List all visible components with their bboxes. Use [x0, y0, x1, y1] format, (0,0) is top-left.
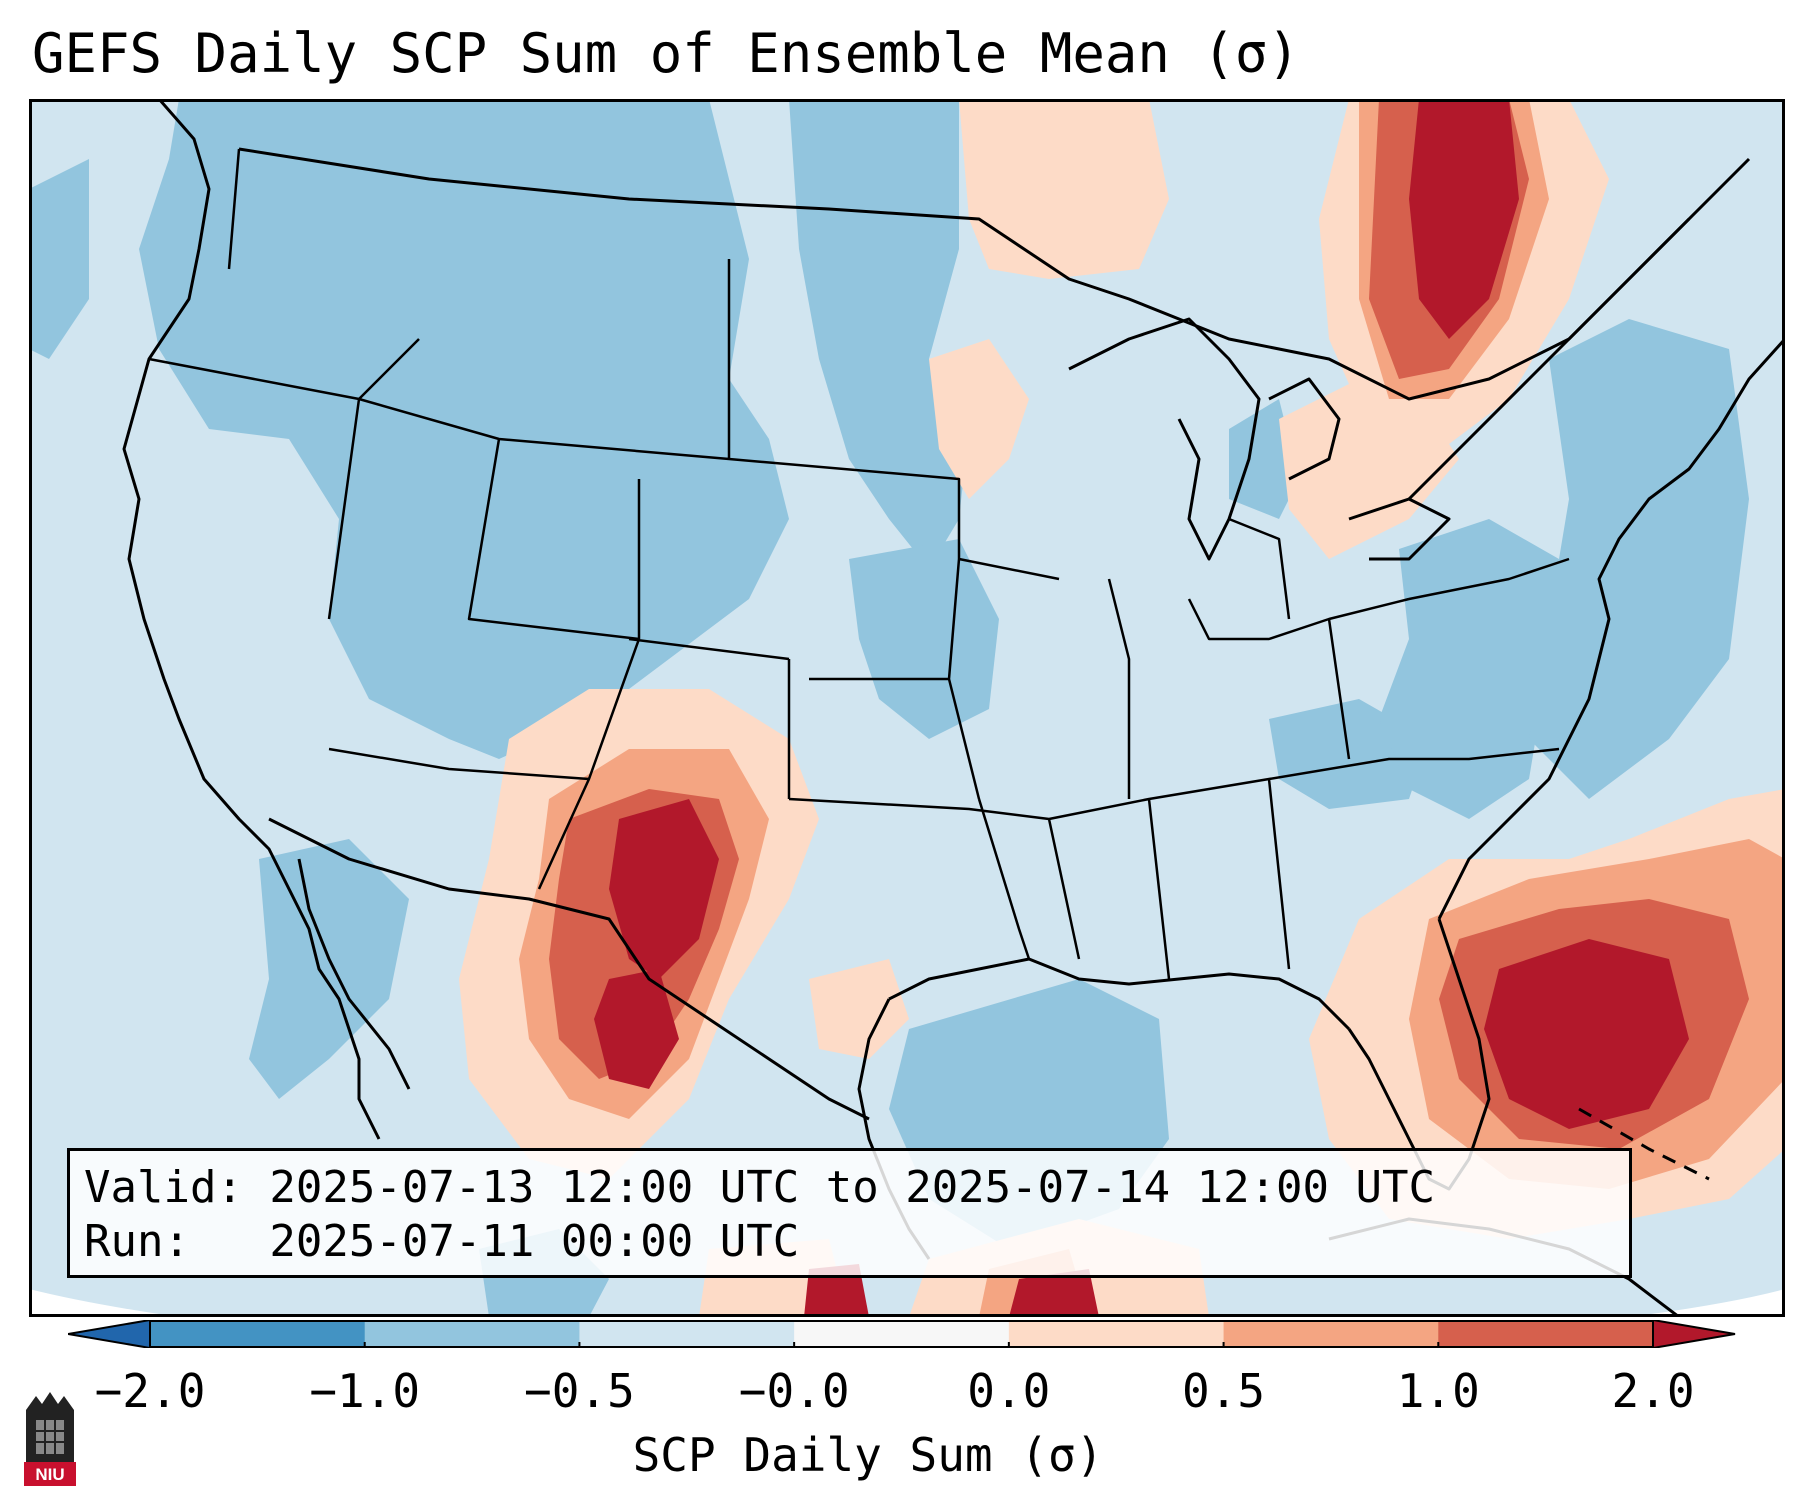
valid-run-info-box: Valid: 2025-07-13 12:00 UTC to 2025-07-1… — [67, 1148, 1632, 1278]
colorbar-tick-label: −2.0 — [94, 1364, 206, 1418]
run-time-text: Run: 2025-07-11 00:00 UTC — [84, 1216, 800, 1267]
colorbar-tick-label: −0.0 — [738, 1364, 850, 1418]
colorbar-bin — [794, 1320, 1010, 1348]
colorbar-tick-label: 0.5 — [1182, 1364, 1266, 1418]
colorbar-bin — [150, 1320, 366, 1348]
us-west-coast — [122, 99, 381, 1140]
niu-logo-text: NIU — [35, 1465, 64, 1484]
niu-logo: NIU — [24, 1392, 76, 1486]
upper-midwest-positive-field — [929, 339, 1029, 499]
colorbar-under-arrow — [68, 1320, 151, 1348]
quebec-max-field — [1409, 99, 1519, 339]
us-mexico-border — [268, 817, 870, 1121]
florida-max-field — [1484, 939, 1689, 1129]
colorbar-tick-label: −0.5 — [524, 1364, 635, 1418]
colorbar-over-arrow — [1652, 1320, 1736, 1348]
new-mexico-max-field — [609, 799, 719, 979]
colorbar-tick-label: 0.0 — [967, 1364, 1051, 1418]
baja-coast — [297, 858, 411, 1090]
colorbar-bin — [1008, 1320, 1225, 1348]
colorbar-label: SCP Daily Sum (σ) — [632, 1428, 1104, 1482]
colorbar-tick-label: 2.0 — [1611, 1364, 1695, 1418]
us-canada-border — [238, 147, 1691, 401]
mid-atlantic-negative-field — [1379, 519, 1559, 819]
texas-positive-field — [809, 959, 909, 1059]
west-texas-max-field — [594, 969, 679, 1089]
bahamas-islands — [1578, 1107, 1710, 1181]
colorbar-bin — [1438, 1320, 1654, 1348]
colorbar-bin — [579, 1320, 795, 1348]
niu-logo-banner — [24, 1462, 76, 1486]
colorbar — [68, 1320, 1736, 1348]
north-central-positive-field — [959, 99, 1169, 279]
niu-logo-window-grid — [36, 1420, 64, 1454]
valid-time-text: Valid: 2025-07-13 12:00 UTC to 2025-07-1… — [84, 1162, 1436, 1213]
niu-logo-windows — [36, 1420, 64, 1454]
colorbar-bin — [1223, 1320, 1439, 1348]
map-title: GEFS Daily SCP Sum of Ensemble Mean (σ) — [32, 22, 1300, 85]
southern-max-field — [1009, 1269, 1099, 1317]
state-borders — [148, 148, 1570, 980]
atlantic-negative-field — [1529, 319, 1749, 799]
east-coast — [1437, 337, 1785, 920]
pacific-negative-field — [29, 159, 89, 359]
scp-anomaly-map — [29, 99, 1785, 1317]
central-plains-negative-field — [849, 539, 999, 739]
colorbar-bin — [364, 1320, 580, 1348]
great-lakes-outline — [1068, 317, 1451, 561]
colorbar-tick-label: 1.0 — [1396, 1364, 1480, 1418]
max-positive-fields — [594, 99, 1689, 1317]
colorbar-frame — [149, 1320, 1654, 1348]
map-frame — [29, 99, 1785, 1317]
baja-negative-field — [249, 839, 409, 1099]
colorbar-tick-label: −1.0 — [309, 1364, 421, 1418]
gulf-coast — [888, 957, 1351, 1031]
